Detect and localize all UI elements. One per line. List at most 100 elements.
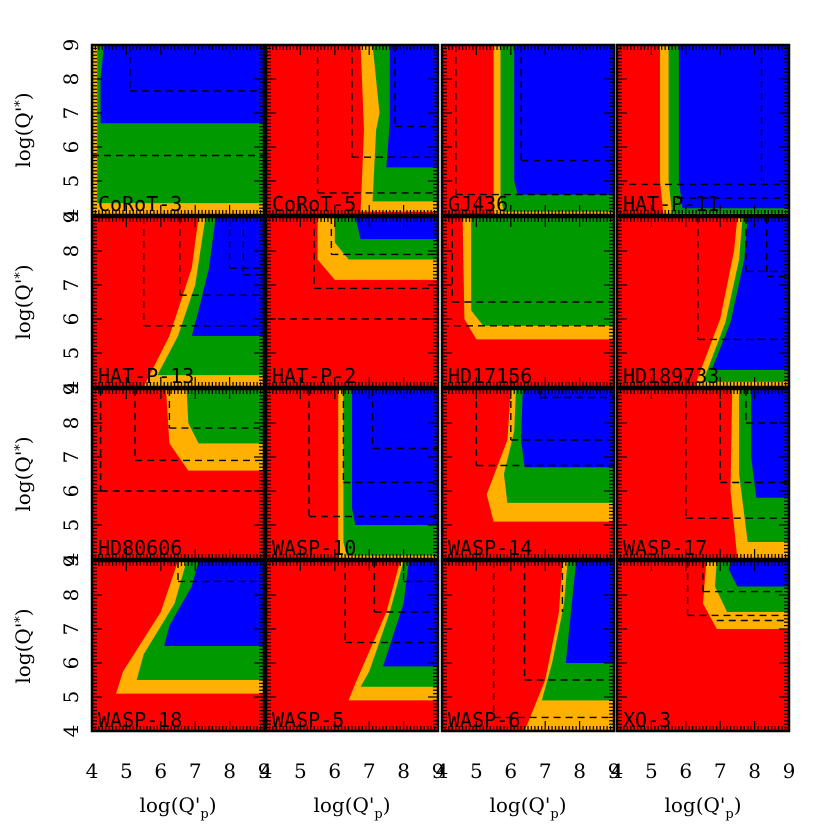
panel-frame bbox=[90, 43, 266, 217]
panel-wasp-18: WASP-18 bbox=[90, 559, 266, 733]
x-tick-label: 4 bbox=[260, 759, 273, 783]
region-blue bbox=[728, 561, 789, 587]
x-tick-label: 9 bbox=[432, 759, 445, 783]
x-tick-label: 7 bbox=[189, 759, 202, 783]
panel-hat-p-2: HAT-P-2 bbox=[264, 215, 440, 389]
panel-frame bbox=[264, 387, 440, 561]
panel-frame bbox=[90, 387, 266, 561]
x-tick-label: 6 bbox=[504, 759, 517, 783]
panel-frame bbox=[615, 559, 791, 733]
panel-gj436: GJ436 bbox=[440, 43, 616, 217]
panel-label: WASP-6 bbox=[448, 708, 520, 732]
panel-frame bbox=[615, 43, 791, 217]
y-tick-label: 5 bbox=[59, 691, 83, 704]
region-blue bbox=[565, 561, 614, 663]
x-axis-title: log(Q'p) bbox=[489, 793, 566, 822]
region-blue bbox=[164, 561, 264, 646]
panel-label: HAT-P-11 bbox=[623, 192, 719, 216]
panel-frame bbox=[264, 43, 440, 217]
x-tick-label: 5 bbox=[294, 759, 307, 783]
panel-wasp-5: WASP-5 bbox=[264, 559, 440, 733]
x-tick-label: 7 bbox=[714, 759, 727, 783]
panel-frame bbox=[440, 559, 616, 733]
x-tick-label: 8 bbox=[748, 759, 761, 783]
panel-wasp-17: WASP-17 bbox=[615, 387, 791, 561]
panel-frame bbox=[90, 215, 266, 389]
y-tick-label: 4 bbox=[59, 553, 83, 566]
y-tick-label: 7 bbox=[59, 623, 83, 636]
y-tick-label: 5 bbox=[59, 519, 83, 532]
x-tick-label: 6 bbox=[679, 759, 692, 783]
x-tick-labels: 4 5 6 7 8 94 5 6 7 8 94 5 6 7 8 94 5 6 7 8 9 bbox=[86, 759, 796, 783]
panel-label: HAT-P-2 bbox=[272, 364, 356, 388]
panel-label: HAT-P-13 bbox=[98, 364, 194, 388]
panel-wasp-10: WASP-10 bbox=[264, 387, 440, 561]
y-axis-title: log(Q'*) bbox=[11, 608, 35, 683]
y-tick-label: 9 bbox=[59, 383, 83, 396]
panel-frame bbox=[264, 559, 440, 733]
region-green bbox=[186, 389, 264, 444]
x-tick-label: 9 bbox=[608, 759, 621, 783]
panel-frame bbox=[440, 215, 616, 389]
x-tick-label: 8 bbox=[223, 759, 236, 783]
panel-hat-p-11: HAT-P-11 bbox=[615, 43, 791, 217]
y-tick-label: 4 bbox=[59, 381, 83, 394]
y-tick-label: 7 bbox=[59, 107, 83, 120]
region-blue bbox=[100, 45, 264, 124]
panel-corot-5: CoRoT-5 bbox=[264, 43, 440, 217]
panel-frame bbox=[615, 215, 791, 389]
panel-label: HD17156 bbox=[448, 364, 532, 388]
y-axis-title: log(Q'*) bbox=[11, 264, 35, 339]
x-tick-label: 4 bbox=[86, 759, 99, 783]
x-axis-title: log(Q'p) bbox=[664, 793, 741, 822]
region-blue bbox=[514, 45, 614, 195]
panel-hd189733: HD189733 bbox=[615, 215, 791, 389]
y-tick-label: 6 bbox=[59, 485, 83, 498]
region-blue bbox=[521, 389, 614, 468]
panel-frame bbox=[264, 215, 440, 389]
x-tick-label: 8 bbox=[573, 759, 586, 783]
panel-label: WASP-14 bbox=[448, 536, 532, 560]
panels-group: CoRoT-3 CoRoT-5 GJ436 HAT-P-11 HAT-P-13 HAT-P… bbox=[90, 43, 791, 733]
panel-hd80606: HD80606 bbox=[90, 387, 266, 561]
panel-corot-3: CoRoT-3 bbox=[90, 43, 266, 217]
y-tick-label: 5 bbox=[59, 347, 83, 360]
panel-label: WASP-10 bbox=[272, 536, 356, 560]
panel-frame bbox=[440, 43, 616, 217]
x-axis-title: log(Q'p) bbox=[139, 793, 216, 822]
x-tick-label: 5 bbox=[470, 759, 483, 783]
x-tick-label: 6 bbox=[154, 759, 167, 783]
region-blue bbox=[191, 217, 264, 336]
panel-wasp-14: WASP-14 bbox=[440, 387, 616, 561]
panel-label: WASP-17 bbox=[623, 536, 707, 560]
y-tick-label: 8 bbox=[59, 73, 83, 86]
x-tick-label: 9 bbox=[783, 759, 796, 783]
panel-hat-p-13: HAT-P-13 bbox=[90, 215, 266, 389]
region-green bbox=[471, 217, 614, 326]
region-blue bbox=[711, 217, 789, 370]
panel-frame bbox=[90, 559, 266, 733]
panel-label: HD189733 bbox=[623, 364, 719, 388]
x-tick-label: 6 bbox=[328, 759, 341, 783]
panel-frame bbox=[615, 387, 791, 561]
y-tick-label: 6 bbox=[59, 313, 83, 326]
x-axis-titles: log(Q'p) log(Q'p) log(Q'p) log(Q'p) bbox=[139, 793, 741, 822]
panel-wasp-6: WASP-6 bbox=[440, 559, 616, 733]
panel-label: GJ436 bbox=[448, 192, 508, 216]
panel-label: CoRoT-3 bbox=[98, 192, 182, 216]
panel-frame bbox=[440, 387, 616, 561]
y-tick-label: 9 bbox=[59, 211, 83, 224]
y-tick-label: 7 bbox=[59, 279, 83, 292]
x-tick-label: 5 bbox=[120, 759, 133, 783]
y-tick-label: 4 bbox=[59, 725, 83, 738]
y-tick-label: 8 bbox=[59, 417, 83, 430]
y-tick-label: 7 bbox=[59, 451, 83, 464]
panel-label: WASP-5 bbox=[272, 708, 344, 732]
x-tick-label: 9 bbox=[258, 759, 271, 783]
y-tick-label: 9 bbox=[59, 39, 83, 52]
panel-label: XO-3 bbox=[623, 708, 671, 732]
region-blue bbox=[352, 389, 438, 525]
y-tick-label: 8 bbox=[59, 589, 83, 602]
y-tick-label: 8 bbox=[59, 245, 83, 258]
